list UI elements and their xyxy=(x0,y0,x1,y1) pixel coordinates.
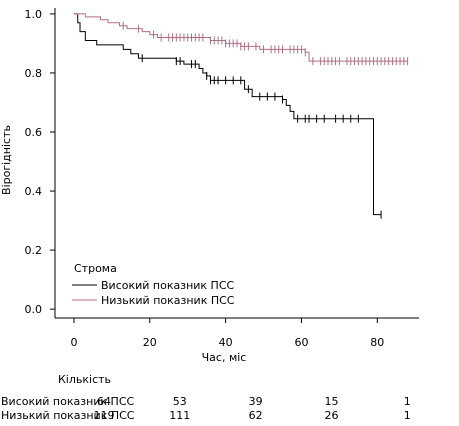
risk-value: 62 xyxy=(249,409,263,422)
x-axis-label: Час, міс xyxy=(202,351,247,364)
km-curve-high xyxy=(73,13,382,216)
legend-title: Строма xyxy=(74,262,117,275)
risk-value: 26 xyxy=(324,409,338,422)
risk-value: 119 xyxy=(93,409,114,422)
legend-label-low: Низький показник ПСС xyxy=(101,294,235,307)
y-axis-ticks: 0.0 0.2 0.4 0.6 0.8 1.0 xyxy=(25,8,55,316)
x-tick-label: 80 xyxy=(370,336,384,349)
risk-value: 15 xyxy=(324,395,338,408)
series-low xyxy=(73,13,409,66)
y-tick-label: 0.6 xyxy=(25,126,43,139)
y-tick-label: 0.0 xyxy=(25,303,43,316)
x-tick-label: 20 xyxy=(143,336,157,349)
risk-table-title: Кількість xyxy=(58,373,111,386)
risk-value: 39 xyxy=(249,395,263,408)
risk-value: 111 xyxy=(169,409,190,422)
risk-value: 53 xyxy=(173,395,187,408)
x-tick-label: 0 xyxy=(70,336,77,349)
x-tick-label: 60 xyxy=(294,336,308,349)
risk-table: Кількість Високий показник ПСС Низький п… xyxy=(1,373,411,422)
risk-values: 64 53 39 15 1 119 111 62 26 1 xyxy=(93,395,410,422)
km-curve-low xyxy=(73,13,408,62)
risk-value: 1 xyxy=(404,409,411,422)
risk-row-label-low: Низький показник ПСС xyxy=(1,409,135,422)
y-axis-label: Вірогідність xyxy=(0,125,13,195)
x-axis-ticks: 0 20 40 60 80 xyxy=(70,318,384,349)
risk-row-label-high: Високий показник ПСС xyxy=(1,395,135,408)
risk-value: 64 xyxy=(97,395,111,408)
y-tick-label: 1.0 xyxy=(25,8,43,21)
series-high xyxy=(73,13,382,219)
y-tick-label: 0.8 xyxy=(25,67,43,80)
legend: Строма Високий показник ПСС Низький пока… xyxy=(72,262,235,307)
x-tick-label: 40 xyxy=(219,336,233,349)
y-tick-label: 0.4 xyxy=(25,185,43,198)
y-tick-label: 0.2 xyxy=(25,244,43,257)
legend-label-high: Високий показник ПСС xyxy=(101,279,235,292)
risk-value: 1 xyxy=(404,395,411,408)
series-layer xyxy=(73,13,409,219)
